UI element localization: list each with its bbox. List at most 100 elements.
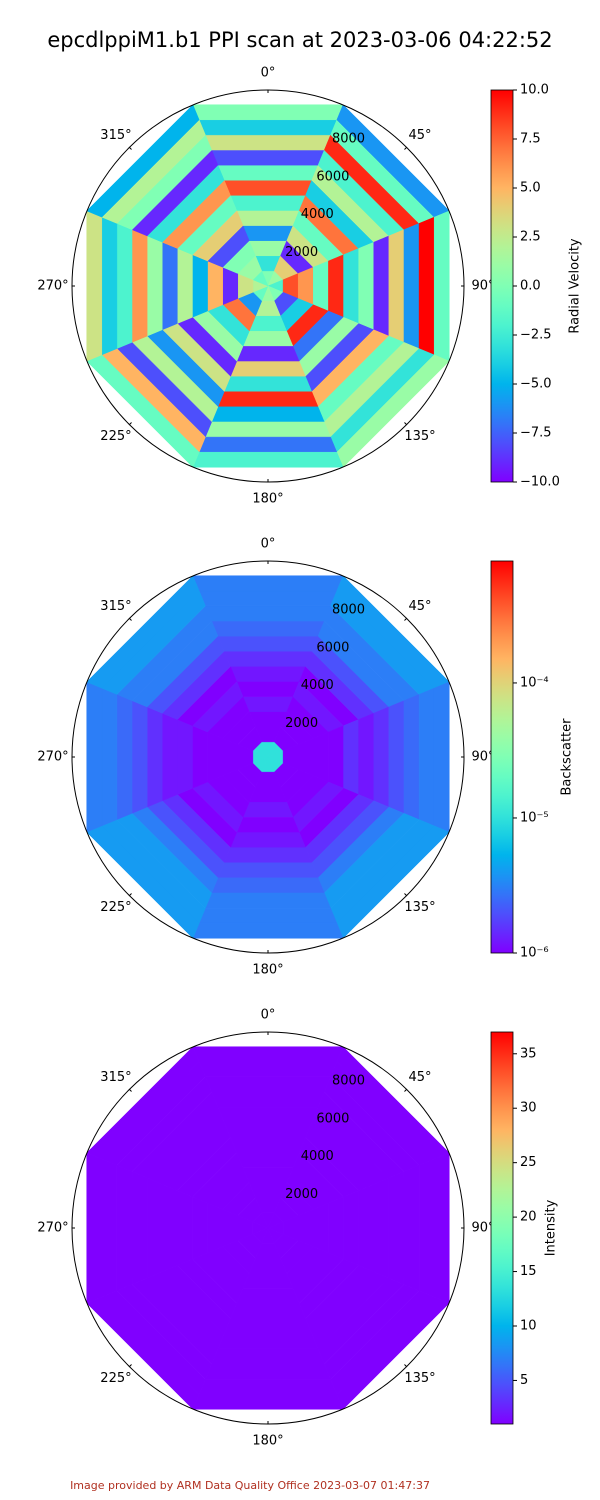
range-gate [343,719,359,795]
range-gate [116,223,133,349]
theta-tick-label: 270° [37,279,68,294]
range-gate [223,179,313,196]
theta-tick [129,1364,132,1367]
range-gate [116,694,133,820]
range-gate [242,802,294,818]
theta-tick [404,1364,407,1367]
theta-tick-label: 90° [471,1221,494,1236]
r-tick-label: 4000 [301,207,334,222]
r-tick-label: 4000 [301,678,334,693]
range-gate [358,712,375,802]
range-gate [101,216,118,356]
range-gate [217,1106,319,1123]
theta-tick-label: 45° [409,128,432,143]
theta-tick-label: 0° [261,66,276,81]
theta-tick-label: 225° [100,429,131,444]
range-gate [101,687,118,827]
range-gate [101,1158,118,1298]
theta-tick-label: 270° [37,750,68,765]
range-gate [248,786,288,803]
range-gate [223,847,313,864]
theta-tick-label: 90° [471,279,494,294]
range-gate [313,731,329,783]
range-gate [86,681,103,833]
colorbar [490,1031,514,1425]
range-gate [418,1158,435,1298]
r-tick-label: 2000 [285,716,318,731]
range-gate [146,235,163,337]
theta-tick [129,893,132,896]
cbar-tick-label: −7.5 [520,426,552,441]
range-gate [86,210,103,362]
range-gate [403,1165,420,1291]
range-gate [297,737,314,777]
range-gate [192,1393,344,1410]
range-gate [418,687,435,827]
range-gate [242,1273,294,1289]
cbar-tick-label: −10.0 [520,475,560,490]
range-gate [205,134,331,151]
cbar-tick-label: 10⁻⁴ [520,675,549,690]
theta-tick [129,422,132,425]
range-gate [192,451,344,468]
range-gate [236,1152,300,1168]
range-gate [205,605,331,622]
range-gate [373,706,390,808]
range-gate [223,650,313,667]
theta-tick [404,147,407,150]
range-gate [418,216,435,356]
theta-tick-label: 45° [409,599,432,614]
range-gate [230,195,306,211]
colorbar [490,89,514,483]
cbar-tick-label: 2.5 [520,230,541,245]
range-gate [177,719,193,795]
range-gate [297,1208,314,1248]
range-gate [328,1196,344,1260]
range-gate [373,1177,390,1279]
range-gate [205,421,331,438]
range-gate [230,1303,306,1319]
range-gate [217,164,319,181]
range-gate [211,1091,325,1108]
cbar-tick-label: 30 [520,1101,537,1116]
theta-tick [404,618,407,621]
colorbar-label: Backscatter [560,718,575,796]
range-gate [328,725,344,789]
range-gate [242,331,294,347]
cbar-tick-label: 10.0 [520,83,549,98]
range-gate [192,725,208,789]
range-gate [131,1171,148,1285]
theta-tick [129,618,132,621]
range-gate [131,229,148,343]
range-gate [358,1183,375,1273]
cbar-tick-label: 10⁻⁶ [520,946,549,961]
range-gate [217,862,319,879]
range-gate [388,700,405,814]
cbar-tick-label: −2.5 [520,328,552,343]
r-tick-label: 8000 [332,1074,365,1089]
range-gate [198,119,338,136]
range-gate [230,361,306,377]
range-gate [192,254,208,318]
range-gate [388,1171,405,1285]
theta-tick-label: 135° [404,900,435,915]
range-gate [236,346,300,362]
range-gate [236,1288,300,1304]
cbar-tick-label: 20 [520,1210,537,1225]
range-gate [192,1046,344,1063]
theta-tick-label: 90° [471,750,494,765]
range-gate [248,1257,288,1274]
colorbar [490,560,514,954]
range-gate [146,706,163,808]
range-gate [223,376,313,393]
colorbar-label: Intensity [544,1199,559,1256]
theta-tick-label: 315° [100,599,131,614]
r-tick-label: 6000 [316,640,349,655]
range-gate [248,240,288,257]
r-tick-label: 8000 [332,132,365,147]
r-tick-label: 4000 [301,1149,334,1164]
range-gate [242,696,294,712]
theta-tick-label: 135° [404,1371,435,1386]
range-gate [131,700,148,814]
theta-tick-label: 180° [252,963,283,978]
